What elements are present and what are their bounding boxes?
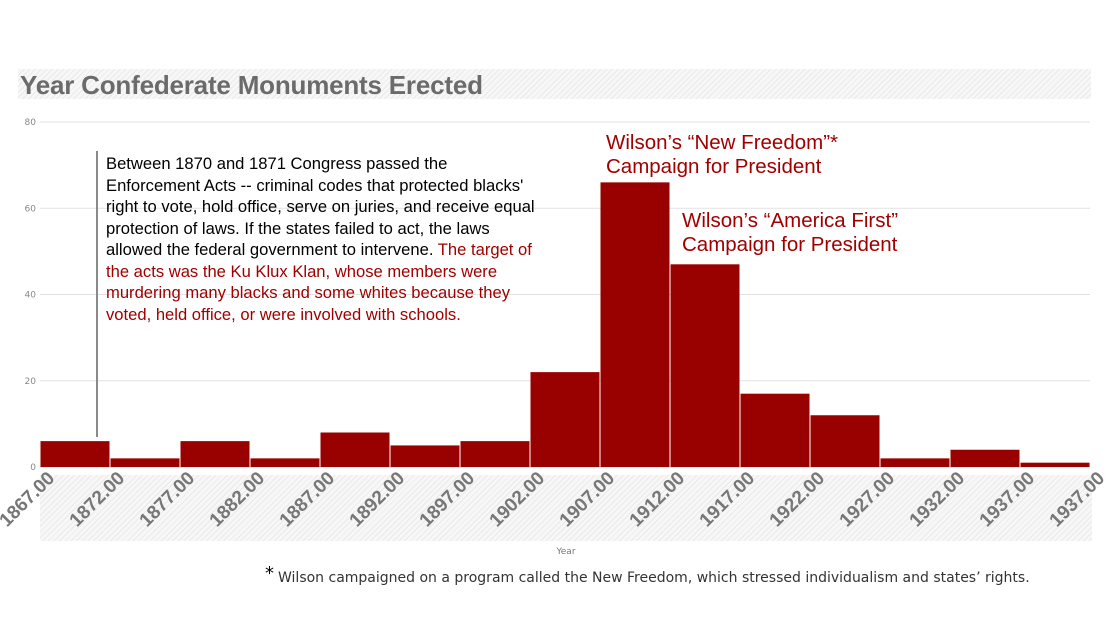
histogram-bar — [250, 458, 320, 467]
y-tick-label: 0 — [30, 463, 36, 473]
x-axis-label: Year — [556, 547, 576, 557]
x-tick-label: 1937.00 — [1046, 468, 1108, 531]
x-tick-label: 1882.00 — [206, 468, 269, 531]
histogram-bar — [110, 458, 180, 467]
histogram-bar — [740, 393, 810, 467]
footnote-text: Wilson campaigned on a program called th… — [278, 570, 1030, 586]
histogram-bar — [670, 264, 740, 467]
histogram-bar — [950, 449, 1020, 467]
x-tick-label: 1897.00 — [416, 468, 479, 531]
x-axis-band — [40, 475, 1092, 541]
x-tick-label: 1912.00 — [626, 468, 689, 531]
new-freedom-line1: Wilson’s “New Freedom”* — [606, 131, 839, 154]
x-tick-label: 1892.00 — [346, 468, 409, 531]
x-tick-label: 1927.00 — [836, 468, 899, 531]
x-tick-label: 1902.00 — [486, 468, 549, 531]
america-first-line2: Campaign for President — [682, 233, 898, 256]
enforcement-text: Between 1870 and 1871 Congress passed th… — [106, 154, 535, 259]
new-freedom-annotation: Wilson’s “New Freedom”* Campaign for Pre… — [606, 131, 838, 179]
y-tick-label: 20 — [25, 377, 37, 387]
x-tick-label: 1922.00 — [766, 468, 829, 531]
histogram-bar — [530, 372, 600, 467]
new-freedom-line2: Campaign for President — [606, 155, 822, 178]
x-tick-label: 1932.00 — [906, 468, 969, 531]
histogram-bar — [1020, 462, 1090, 467]
histogram-bar — [810, 415, 880, 467]
histogram-bar — [40, 441, 110, 467]
america-first-line1: Wilson’s “America First” — [682, 209, 899, 232]
annotation-pointer-line — [96, 151, 98, 437]
histogram-bar — [320, 432, 390, 467]
x-tick-label: 1877.00 — [136, 468, 199, 531]
histogram-bar — [180, 441, 250, 467]
x-tick-label: 1907.00 — [556, 468, 619, 531]
y-tick-label: 40 — [25, 291, 37, 301]
histogram-bar — [390, 445, 460, 467]
x-tick-label: 1867.00 — [0, 468, 59, 531]
x-tick-label: 1872.00 — [66, 468, 129, 531]
kkk-text: The target of the acts was the Ku Klux K… — [106, 240, 532, 324]
enforcement-acts-annotation: Between 1870 and 1871 Congress passed th… — [106, 153, 546, 325]
y-tick-label: 60 — [25, 204, 37, 214]
footnote: * Wilson campaigned on a program called t… — [265, 563, 1030, 587]
y-tick-label: 80 — [25, 118, 37, 128]
histogram-bar — [600, 182, 670, 467]
x-tick-label: 1887.00 — [276, 468, 339, 531]
histogram-bar — [880, 458, 950, 467]
histogram-bar — [460, 441, 530, 467]
chart-title: Year Confederate Monuments Erected — [20, 70, 483, 100]
america-first-annotation: Wilson’s “America First” Campaign for Pr… — [682, 209, 898, 257]
x-tick-label: 1917.00 — [696, 468, 759, 531]
title-band — [18, 69, 1091, 99]
footnote-star: * — [265, 563, 274, 584]
x-tick-label: 1937.00 — [976, 468, 1039, 531]
